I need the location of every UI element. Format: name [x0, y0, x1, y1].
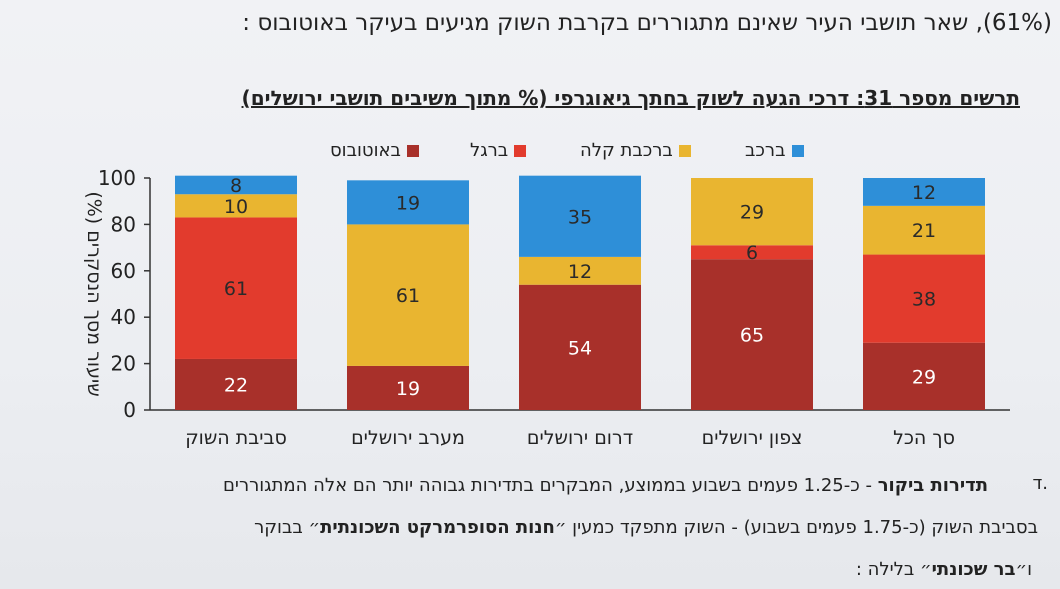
legend-swatch: [406, 144, 419, 157]
bar-segment: [691, 259, 813, 410]
legend-swatch: [678, 144, 691, 157]
data-label: 22: [224, 374, 248, 396]
bar-segment: [863, 178, 985, 206]
x-category-label: צפון ירושלים: [702, 427, 803, 449]
paragraph-text: ו״: [1015, 559, 1032, 580]
legend-item: ברכב: [745, 140, 804, 161]
y-tick-label: 80: [111, 212, 136, 236]
legend-label: באוטובוס: [330, 140, 401, 161]
paragraph-text: ״ בבוקר: [254, 517, 321, 538]
bar-segment: [347, 224, 469, 366]
legend-item: ברגל: [470, 140, 527, 161]
data-label: 12: [568, 261, 592, 283]
bar-segment: [863, 342, 985, 410]
paragraph-line-2: בסביבת השוק (כ-1.75 פעמים בשבוע) - השוק …: [254, 517, 1038, 538]
legend-swatch: [791, 144, 804, 157]
chart-legend: באוטובוס ברגל ברכבת קלה ברכב: [0, 140, 1060, 170]
legend-item: באוטובוס: [330, 140, 419, 161]
paragraph-line-1: תדירות ביקור - כ-1.25 פעמים בשבוע בממוצע…: [223, 475, 988, 496]
legend-label: ברגל: [470, 140, 509, 161]
bar-segment: [175, 217, 297, 359]
bar-segment: [691, 245, 813, 260]
legend-label: ברכבת קלה: [580, 140, 673, 161]
data-label: 8: [230, 175, 242, 197]
legend-swatch: [514, 144, 527, 157]
bar-segment: [519, 256, 641, 285]
y-tick-label: 100: [98, 166, 136, 190]
bar-segment: [175, 358, 297, 410]
data-label: 12: [912, 182, 936, 204]
y-tick-label: 20: [111, 352, 136, 376]
paragraph-line-3: ו״בר שכונתי״ בלילה :: [856, 559, 1032, 580]
bar-segment: [175, 194, 297, 218]
bar-segment: [519, 284, 641, 410]
data-label: 65: [740, 325, 764, 347]
paragraph-bold-term: תדירות ביקור: [877, 475, 988, 496]
data-label: 10: [224, 196, 248, 218]
data-label: 54: [568, 337, 592, 359]
intro-text-line: (61%), שאר תושבי העיר שאינם מתגוררים בקר…: [242, 10, 1052, 36]
data-label: 61: [224, 278, 248, 300]
data-label: 29: [912, 366, 936, 388]
bar-segment: [347, 365, 469, 410]
x-category-label: סביבת השוק: [185, 427, 287, 449]
bar-segment: [691, 178, 813, 246]
paragraph-text: ״ בלילה :: [855, 559, 932, 580]
paragraph-text: בסביבת השוק (כ-1.75 פעמים בשבוע) - השוק …: [554, 517, 1038, 538]
bar-segment: [863, 205, 985, 255]
paragraph-bold-term: חנות הסופרמרקט השכונתית: [320, 517, 555, 538]
bar-segment: [347, 180, 469, 225]
figure-title: תרשים מספר 31: דרכי הגעה לשוק בחתך גיאוג…: [241, 86, 1020, 110]
legend-item: ברכבת קלה: [580, 140, 691, 161]
data-label: 19: [396, 192, 420, 214]
x-category-label: סך הכל: [893, 427, 955, 449]
bar-segment: [519, 175, 641, 257]
y-axis-label: שיעור מסך הנסקרים (%): [83, 191, 105, 396]
bar-segment: [863, 254, 985, 343]
data-label: 29: [740, 202, 764, 224]
data-label: 19: [396, 378, 420, 400]
data-label: 38: [912, 289, 936, 311]
y-tick-label: 60: [111, 259, 136, 283]
data-label: 61: [396, 285, 420, 307]
paragraph-bold-term: בר שכונתי: [931, 559, 1016, 580]
data-label: 6: [746, 242, 758, 264]
legend-label: ברכב: [745, 140, 786, 161]
paragraph-marker: ד.: [1032, 473, 1048, 494]
data-label: 35: [568, 206, 592, 228]
y-tick-label: 0: [123, 398, 136, 422]
data-label: 21: [912, 220, 936, 242]
x-category-label: דרום ירושלים: [527, 427, 633, 449]
bar-segment: [175, 175, 297, 195]
y-tick-label: 40: [111, 305, 136, 329]
x-category-label: מערב ירושלים: [351, 427, 465, 449]
paragraph-text: - כ-1.25 פעמים בשבוע בממוצע, המבקרים בתד…: [222, 475, 878, 496]
